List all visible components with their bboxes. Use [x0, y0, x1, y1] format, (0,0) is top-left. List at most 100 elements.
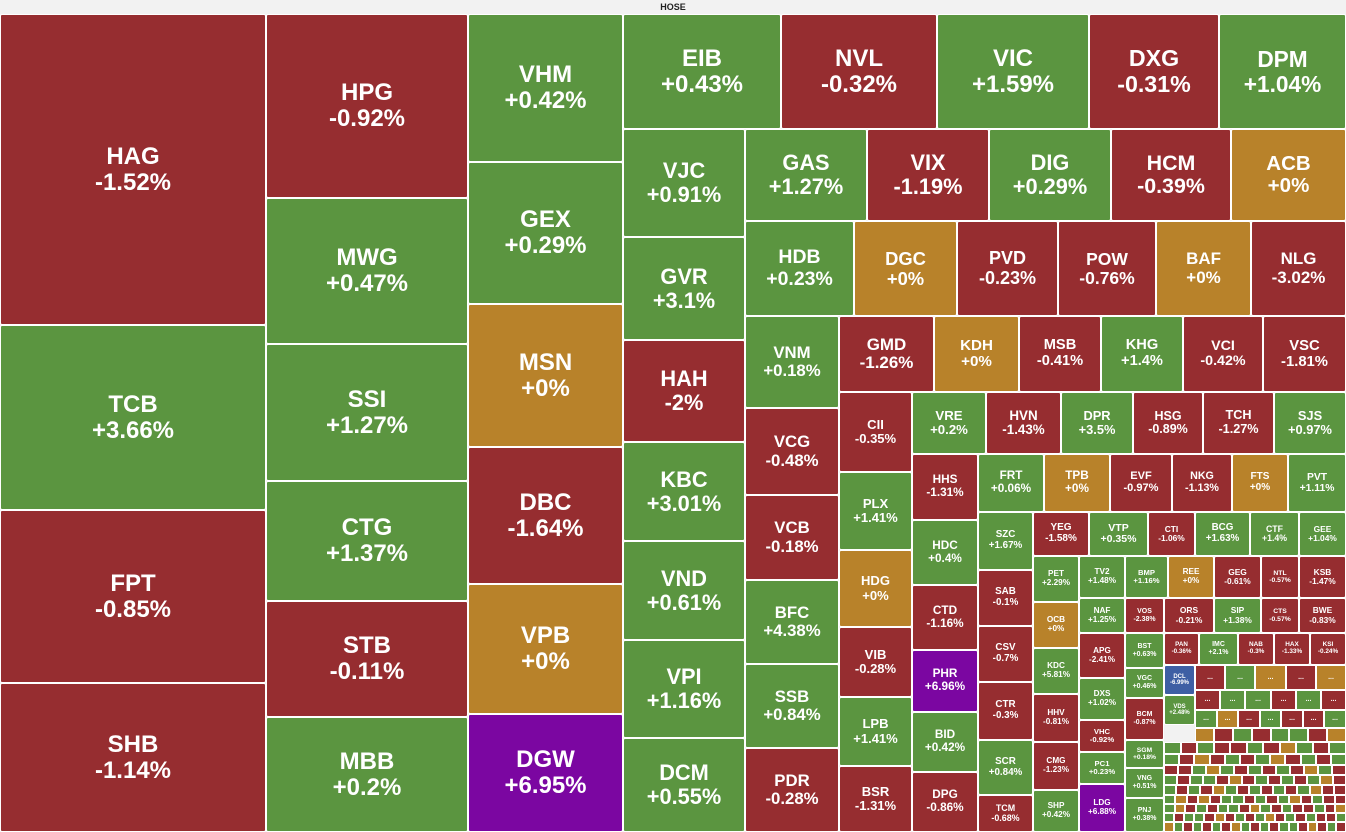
stock-tile-nlg[interactable]: NLG -3.02%	[1251, 221, 1346, 316]
small-stock-tile[interactable]	[1270, 754, 1285, 765]
small-stock-tile[interactable]	[1250, 804, 1260, 813]
small-stock-tile[interactable]	[1164, 813, 1174, 822]
small-stock-tile[interactable]	[1289, 795, 1301, 804]
stock-tile-vpi[interactable]: VPI +1.16%	[623, 640, 745, 738]
stock-tile-hdc[interactable]: HDC +0.4%	[912, 520, 978, 585]
small-stock-tile[interactable]	[1260, 822, 1269, 832]
stock-tile-evf[interactable]: EVF -0.97%	[1110, 454, 1172, 512]
small-stock-tile[interactable]	[1229, 775, 1242, 785]
stock-tile-pdr[interactable]: PDR -0.28%	[745, 748, 839, 832]
stock-tile-hag[interactable]: HAG -1.52%	[0, 14, 266, 325]
stock-tile-hcm[interactable]: HCM -0.39%	[1111, 129, 1231, 221]
small-stock-tile[interactable]: ...	[1281, 710, 1303, 728]
small-stock-tile[interactable]	[1164, 765, 1178, 775]
small-stock-tile[interactable]	[1327, 728, 1346, 742]
small-stock-tile[interactable]	[1260, 804, 1271, 813]
small-stock-tile[interactable]: ...	[1316, 665, 1346, 690]
stock-tile-eib[interactable]: EIB +0.43%	[623, 14, 781, 129]
stock-tile-cti[interactable]: CTI -1.06%	[1148, 512, 1195, 556]
small-stock-tile[interactable]	[1241, 822, 1250, 832]
stock-tile-ocb[interactable]: OCB +0%	[1033, 602, 1079, 648]
small-stock-tile[interactable]	[1193, 822, 1202, 832]
small-stock-tile[interactable]	[1188, 785, 1200, 795]
small-stock-tile[interactable]	[1228, 804, 1239, 813]
small-stock-tile[interactable]	[1263, 742, 1280, 754]
small-stock-tile[interactable]	[1276, 765, 1290, 775]
stock-tile-pet[interactable]: PET +2.29%	[1033, 556, 1079, 602]
small-stock-tile[interactable]	[1179, 754, 1194, 765]
small-stock-tile[interactable]	[1316, 754, 1331, 765]
small-stock-tile[interactable]	[1303, 804, 1314, 813]
stock-tile-szc[interactable]: SZC +1.67%	[978, 512, 1033, 570]
small-stock-tile[interactable]	[1318, 765, 1332, 775]
small-stock-tile[interactable]	[1335, 795, 1346, 804]
small-stock-tile[interactable]	[1213, 785, 1225, 795]
small-stock-tile[interactable]	[1218, 804, 1228, 813]
small-stock-tile[interactable]	[1248, 765, 1262, 775]
stock-tile-nab[interactable]: NAB -0.3%	[1238, 633, 1274, 665]
stock-tile-bwe[interactable]: BWE -0.83%	[1299, 598, 1346, 633]
stock-tile-msb[interactable]: MSB -0.41%	[1019, 316, 1101, 392]
small-stock-tile[interactable]	[1195, 728, 1214, 742]
small-stock-tile[interactable]: ...	[1195, 710, 1217, 728]
small-stock-tile[interactable]	[1273, 785, 1285, 795]
stock-tile-sip[interactable]: SIP +1.38%	[1214, 598, 1261, 633]
small-stock-tile[interactable]	[1203, 775, 1216, 785]
stock-tile-vng[interactable]: VNG +0.51%	[1125, 768, 1164, 798]
small-stock-tile[interactable]: ...	[1220, 690, 1245, 710]
stock-tile-vre[interactable]: VRE +0.2%	[912, 392, 986, 454]
stock-tile-tv2[interactable]: TV2 +1.48%	[1079, 556, 1125, 598]
stock-tile-cii[interactable]: CII -0.35%	[839, 392, 912, 472]
stock-tile-kbc[interactable]: KBC +3.01%	[623, 442, 745, 541]
stock-tile-lpb[interactable]: LPB +1.41%	[839, 697, 912, 766]
small-stock-tile[interactable]	[1255, 795, 1266, 804]
stock-tile-ctg[interactable]: CTG +1.37%	[266, 481, 468, 601]
small-stock-tile[interactable]	[1233, 728, 1252, 742]
small-stock-tile[interactable]	[1207, 804, 1218, 813]
stock-tile-vci[interactable]: VCI -0.42%	[1183, 316, 1263, 392]
small-stock-tile[interactable]	[1285, 754, 1301, 765]
small-stock-tile[interactable]	[1184, 813, 1194, 822]
stock-tile-sgm[interactable]: SGM +0.18%	[1125, 740, 1164, 768]
stock-tile-vtp[interactable]: VTP +0.35%	[1089, 512, 1148, 556]
stock-tile-imc[interactable]: IMC +2.1%	[1199, 633, 1238, 665]
stock-tile-dpg[interactable]: DPG -0.86%	[912, 772, 978, 832]
stock-tile-shp[interactable]: SHP +0.42%	[1033, 790, 1079, 832]
small-stock-tile[interactable]	[1301, 754, 1316, 765]
small-stock-tile[interactable]	[1196, 804, 1207, 813]
small-stock-tile[interactable]	[1333, 775, 1346, 785]
small-stock-tile[interactable]	[1185, 804, 1196, 813]
stock-tile-bmp[interactable]: BMP +1.16%	[1125, 556, 1168, 598]
small-stock-tile[interactable]	[1164, 742, 1181, 754]
stock-tile-apg[interactable]: APG -2.41%	[1079, 633, 1125, 678]
small-stock-tile[interactable]: ...	[1238, 710, 1260, 728]
small-stock-tile[interactable]	[1174, 822, 1183, 832]
small-stock-tile[interactable]	[1334, 785, 1346, 795]
small-stock-tile[interactable]	[1192, 765, 1206, 775]
stock-tile-cmg[interactable]: CMG -1.23%	[1033, 742, 1079, 790]
small-stock-tile[interactable]	[1164, 822, 1174, 832]
stock-tile-vhc[interactable]: VHC -0.92%	[1079, 720, 1125, 752]
stock-tile-gvr[interactable]: GVR +3.1%	[623, 237, 745, 340]
stock-tile-naf[interactable]: NAF +1.25%	[1079, 598, 1125, 633]
stock-tile-mwg[interactable]: MWG +0.47%	[266, 198, 468, 344]
stock-tile-pvd[interactable]: PVD -0.23%	[957, 221, 1058, 316]
stock-tile-ssb[interactable]: SSB +0.84%	[745, 664, 839, 748]
small-stock-tile[interactable]	[1249, 785, 1261, 795]
small-stock-tile[interactable]	[1326, 813, 1336, 822]
small-stock-tile[interactable]	[1301, 795, 1312, 804]
stock-tile-vjc[interactable]: VJC +0.91%	[623, 129, 745, 237]
small-stock-tile[interactable]	[1278, 795, 1289, 804]
small-stock-tile[interactable]	[1214, 728, 1233, 742]
stock-tile-gmd[interactable]: GMD -1.26%	[839, 316, 934, 392]
stock-tile-msn[interactable]: MSN +0%	[468, 304, 623, 447]
stock-tile-khg[interactable]: KHG +1.4%	[1101, 316, 1183, 392]
stock-tile-dpm[interactable]: DPM +1.04%	[1219, 14, 1346, 129]
small-stock-tile[interactable]	[1265, 813, 1275, 822]
small-stock-tile[interactable]	[1194, 813, 1204, 822]
stock-tile-vib[interactable]: VIB -0.28%	[839, 627, 912, 697]
small-stock-tile[interactable]	[1176, 785, 1188, 795]
small-stock-tile[interactable]	[1292, 804, 1303, 813]
small-stock-tile[interactable]	[1197, 742, 1214, 754]
stock-tile-pc1[interactable]: PC1 +0.23%	[1079, 752, 1125, 784]
